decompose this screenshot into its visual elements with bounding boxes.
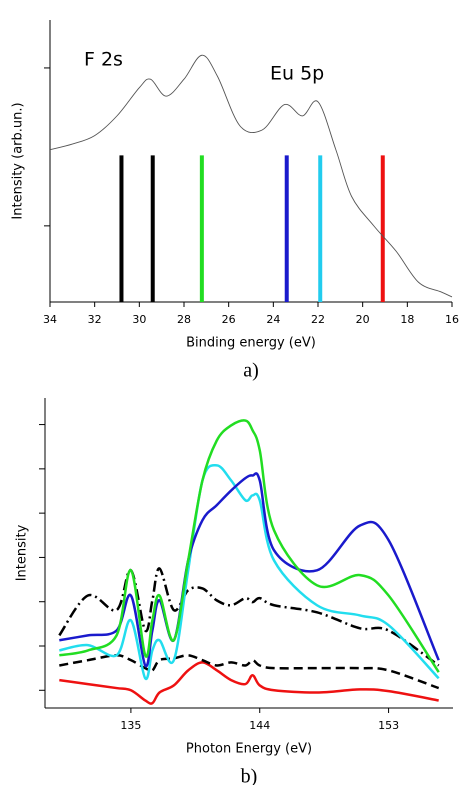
x-tick-label: 18 — [400, 313, 414, 326]
x-tick-label: 20 — [356, 313, 370, 326]
x-tick-label: 24 — [266, 313, 280, 326]
caption: b) — [241, 766, 258, 785]
series-line — [59, 419, 440, 673]
x-axis-label: Photon Energy (eV) — [186, 742, 312, 757]
series-line — [59, 661, 439, 705]
x-tick-label: 34 — [43, 313, 57, 326]
caption: a) — [243, 360, 259, 382]
x-axis-label: Binding energy (eV) — [186, 336, 316, 351]
series-line — [58, 567, 440, 667]
annotation: Eu 5p — [270, 63, 324, 85]
annotation: F 2s — [84, 49, 123, 71]
x-tick-label: 30 — [132, 313, 146, 326]
series-line — [59, 463, 440, 681]
x-tick-label: 22 — [311, 313, 325, 326]
series-line — [59, 654, 440, 690]
series-line — [59, 472, 440, 668]
x-tick-label: 26 — [222, 313, 236, 326]
y-axis-label: Intensity (arb.un.) — [11, 102, 26, 219]
y-axis-label: Intensity — [15, 524, 30, 581]
x-tick-label: 16 — [445, 313, 459, 326]
x-tick-label: 32 — [88, 313, 102, 326]
x-tick-label: 153 — [378, 719, 399, 732]
x-tick-label: 135 — [120, 719, 141, 732]
x-tick-label: 28 — [177, 313, 191, 326]
x-tick-label: 144 — [249, 719, 270, 732]
series-line — [49, 54, 453, 298]
